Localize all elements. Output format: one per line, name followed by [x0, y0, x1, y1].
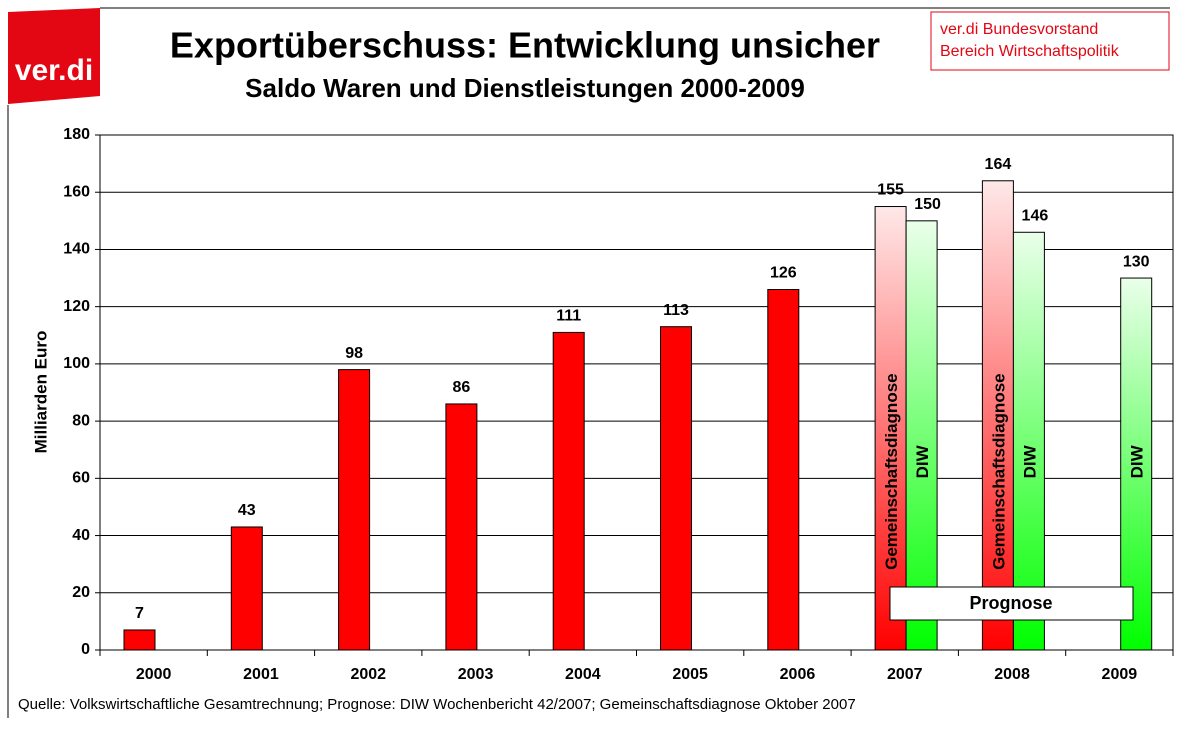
- data-label: 126: [770, 265, 797, 282]
- series-name: DIW: [913, 444, 932, 478]
- y-tick-label: 80: [72, 412, 90, 429]
- data-label: 111: [556, 308, 581, 325]
- logo: ver.di: [15, 54, 93, 87]
- y-tick-label: 20: [72, 584, 90, 601]
- bar: [552, 331, 585, 651]
- y-tick-label: 160: [63, 183, 90, 200]
- y-axis-label: Milliarden Euro: [31, 331, 50, 454]
- x-tick-label: 2008: [994, 666, 1030, 683]
- y-tick-label: 0: [81, 641, 90, 658]
- data-label: 146: [1022, 207, 1049, 224]
- y-tick-label: 40: [72, 527, 90, 544]
- bar: [230, 526, 263, 651]
- data-label: 164: [985, 156, 1012, 173]
- source-box-line: ver.di Bundesvorstand: [940, 21, 1098, 38]
- bar: [874, 206, 907, 651]
- data-label: 7: [135, 605, 144, 622]
- data-label: 155: [877, 182, 904, 199]
- source-box-line: Bereich Wirtschaftspolitik: [940, 43, 1120, 60]
- x-tick-label: 2003: [458, 666, 494, 683]
- data-label: 86: [453, 379, 471, 396]
- bar: [445, 403, 478, 651]
- source-box: [930, 11, 1170, 71]
- x-tick-label: 2007: [887, 666, 923, 683]
- x-tick-label: 2004: [565, 666, 601, 683]
- bar: [338, 369, 371, 651]
- y-tick-label: 180: [63, 126, 90, 143]
- y-tick-label: 140: [63, 241, 90, 258]
- y-tick-label: 60: [72, 470, 90, 487]
- footnote: Quelle: Volkswirtschaftliche Gesamtrechn…: [18, 696, 856, 713]
- x-tick-label: 2005: [672, 666, 708, 683]
- data-label: 130: [1123, 253, 1150, 270]
- annotation: Prognose: [969, 593, 1052, 613]
- bar: [767, 289, 800, 651]
- chart-subtitle: Saldo Waren und Dienstleistungen 2000-20…: [245, 73, 805, 103]
- x-tick-label: 2001: [243, 666, 279, 683]
- series-name: Gemeinschaftsdiagnose: [989, 373, 1008, 570]
- x-tick-label: 2002: [350, 666, 386, 683]
- data-label: 43: [238, 502, 256, 519]
- series-name: Gemeinschaftsdiagnose: [882, 373, 901, 570]
- data-label: 98: [345, 345, 363, 362]
- logo-bg: [8, 8, 100, 104]
- bar: [905, 220, 938, 651]
- y-tick-label: 100: [63, 355, 90, 372]
- series-name: DIW: [1020, 444, 1039, 478]
- bar: [1012, 231, 1045, 651]
- data-label: 150: [914, 196, 941, 213]
- series-name: DIW: [1128, 444, 1147, 478]
- bar: [660, 326, 692, 651]
- x-tick-label: 2006: [780, 666, 816, 683]
- x-tick-label: 2000: [136, 666, 172, 683]
- bar: [981, 180, 1014, 651]
- data-label: 113: [663, 302, 689, 319]
- x-tick-label: 2009: [1102, 666, 1138, 683]
- annotation-box: [889, 586, 1134, 621]
- chart-title: Exportüberschuss: Entwicklung unsicher: [170, 25, 880, 66]
- y-tick-label: 120: [63, 298, 90, 315]
- bar: [123, 629, 156, 651]
